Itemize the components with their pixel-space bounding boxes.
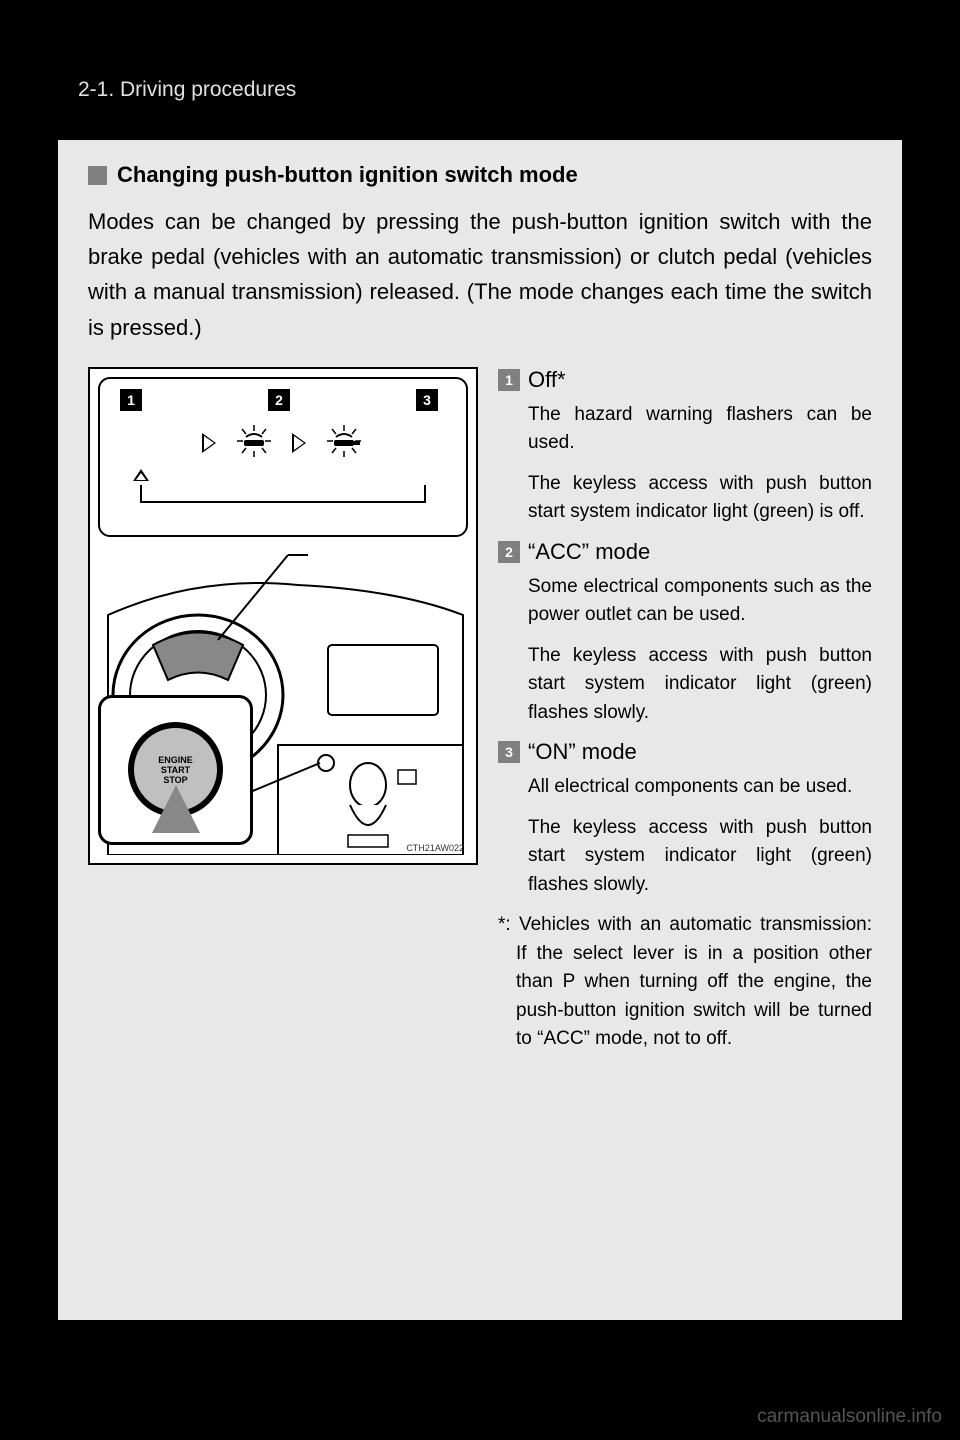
section-title-row: Changing push-button ignition switch mod… [88,162,872,188]
mode-desc: The keyless access with push button star… [498,642,872,728]
mode-desc: The keyless access with push button star… [498,470,872,527]
mode-item-3: 3 “ON” mode All electrical components ca… [498,739,872,899]
content-panel: Changing push-button ignition switch mod… [58,140,902,1320]
diagram-column: 1 2 3 [88,367,478,1054]
num-label-1: 1 [498,369,520,391]
mode-header: 1 Off* [498,367,872,393]
engine-label-3: STOP [163,775,187,785]
mode-desc: The hazard warning flashers can be used. [498,401,872,458]
callout-box: 1 2 3 [98,377,468,537]
callout-num-3: 3 [416,389,438,411]
key-signal-icon [324,423,364,463]
mode-header: 3 “ON” mode [498,739,872,765]
mode-desc: All electrical components can be used. [498,773,872,802]
key-signal-icon [234,423,274,463]
callout-num-1: 1 [120,389,142,411]
section-title: Changing push-button ignition switch mod… [117,162,578,188]
engine-button-callout: ENGINE START STOP [98,695,253,845]
mode-title-2: “ACC” mode [528,539,650,565]
square-bullet-icon [88,166,107,185]
diagram-frame: 1 2 3 [88,367,478,865]
breadcrumb: 2-1. Driving procedures [78,78,296,101]
mode-item-1: 1 Off* The hazard warning flashers can b… [498,367,872,527]
engine-start-button: ENGINE START STOP [128,722,223,817]
intro-paragraph: Modes can be changed by pressing the pus… [88,204,872,345]
mode-item-2: 2 “ACC” mode Some electrical components … [498,539,872,728]
mode-desc: Some electrical components such as the p… [498,573,872,630]
mode-title-3: “ON” mode [528,739,637,765]
arrow-icon [202,433,216,453]
arrow-icon [292,433,306,453]
dashboard-illustration: ENGINE START STOP CTH21AW022 [98,545,468,855]
mode-title-1: Off* [528,367,566,393]
mode-header: 2 “ACC” mode [498,539,872,565]
mode-desc: The keyless access with push button star… [498,814,872,900]
page-header: 2-1. Driving procedures [78,78,296,102]
callout-num-2: 2 [268,389,290,411]
up-arrow-icon [152,785,200,833]
watermark: carmanualsonline.info [757,1406,942,1428]
image-code: CTH21AW022 [406,843,464,853]
main-columns: 1 2 3 [88,367,872,1054]
callout-numbers: 1 2 3 [110,389,456,411]
return-arrow-icon [110,475,456,503]
num-label-2: 2 [498,541,520,563]
engine-label-2: START [161,765,190,775]
text-column: 1 Off* The hazard warning flashers can b… [498,367,872,1054]
num-label-3: 3 [498,741,520,763]
engine-label-1: ENGINE [158,755,193,765]
key-icon-row [110,423,456,463]
footnote: *: Vehicles with an automatic transmissi… [498,911,872,1054]
